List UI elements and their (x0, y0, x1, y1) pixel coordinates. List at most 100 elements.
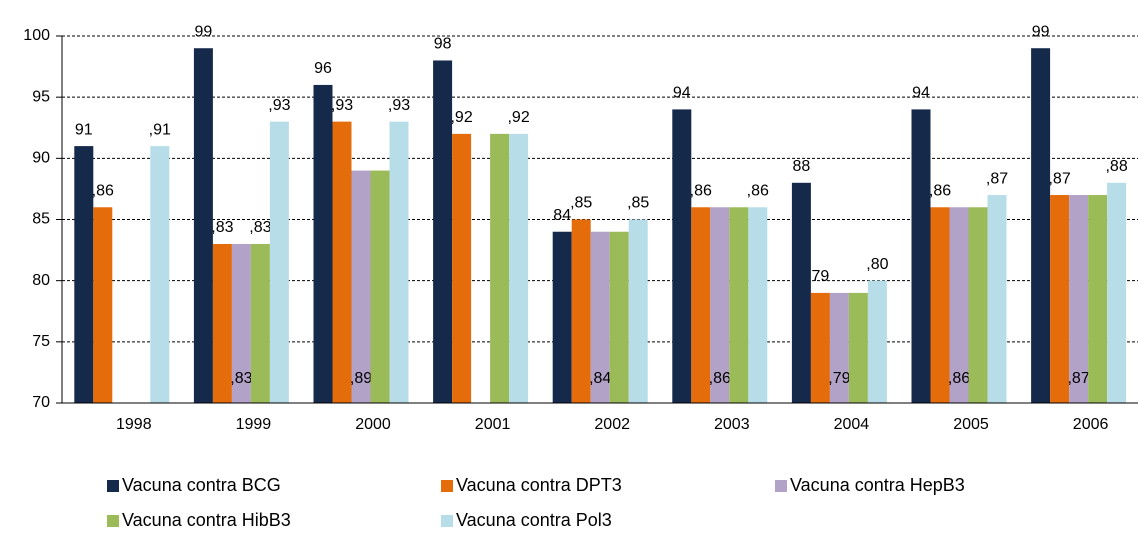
data-label: ,80 (866, 256, 888, 273)
data-label: 91 (75, 121, 93, 138)
x-tick-label: 2000 (355, 416, 391, 433)
bar (968, 207, 988, 403)
y-tick-label: 90 (32, 150, 50, 167)
data-label: ,83 (211, 219, 233, 236)
bar (1088, 195, 1108, 403)
bar (867, 280, 887, 403)
bar (791, 182, 811, 403)
y-tick-label: 80 (32, 272, 50, 289)
legend-text: Vacuna contra BCG (122, 475, 281, 495)
data-label: ,83 (249, 219, 271, 236)
legend-text: Vacuna contra DPT3 (456, 475, 622, 495)
x-tick-label: 2002 (594, 416, 630, 433)
bar (351, 170, 371, 403)
x-tick-label: 2003 (714, 416, 750, 433)
bar (212, 243, 232, 403)
data-label: ,91 (149, 121, 171, 138)
bar (389, 121, 409, 403)
bar (1050, 195, 1070, 403)
data-label: ,89 (350, 370, 372, 387)
data-label: ,86 (747, 182, 769, 199)
data-label: ,92 (507, 109, 529, 126)
data-label: ,79 (828, 370, 850, 387)
bar (987, 195, 1007, 403)
legend-text: Vacuna contra HibB3 (122, 510, 291, 530)
bar (433, 60, 453, 403)
bar (1069, 195, 1089, 403)
data-label: ,92 (450, 109, 472, 126)
bar (93, 207, 113, 403)
data-label: 88 (793, 158, 811, 175)
bar (74, 146, 94, 403)
y-tick-label: 70 (32, 394, 50, 411)
data-label: ,87 (986, 170, 1008, 187)
bar (911, 109, 931, 404)
bar (1107, 182, 1127, 403)
bar (672, 109, 692, 404)
bar (1031, 48, 1051, 403)
bar (930, 207, 950, 403)
bar (231, 243, 251, 403)
bar (571, 219, 591, 403)
data-label: ,85 (627, 195, 649, 212)
bar (313, 84, 333, 403)
bar (370, 170, 390, 403)
legend-marker (441, 480, 453, 492)
bar (691, 207, 711, 403)
data-label: ,84 (589, 370, 611, 387)
y-tick-label: 100 (23, 27, 50, 44)
bar (490, 133, 510, 403)
data-label: ,86 (92, 182, 114, 199)
bar (250, 243, 270, 403)
data-label: ,85 (570, 195, 592, 212)
data-label: 94 (912, 85, 930, 102)
legend-text: Vacuna contra HepB3 (790, 475, 965, 495)
bar (452, 133, 472, 403)
data-label: ,87 (1048, 170, 1070, 187)
data-label: ,86 (690, 182, 712, 199)
data-label: ,86 (929, 182, 951, 199)
bar (332, 121, 352, 403)
bar (729, 207, 749, 403)
x-tick-label: 1998 (116, 416, 152, 433)
data-label: 79 (812, 268, 830, 285)
bar (552, 231, 572, 403)
bar (949, 207, 969, 403)
data-label: ,86 (948, 370, 970, 387)
x-tick-label: 1999 (236, 416, 272, 433)
bar (509, 133, 529, 403)
data-label: 96 (314, 60, 332, 77)
legend-marker (107, 480, 119, 492)
y-tick-label: 95 (32, 88, 50, 105)
x-tick-label: 2004 (834, 416, 870, 433)
y-tick-label: 85 (32, 211, 50, 228)
bar (269, 121, 289, 403)
data-label: ,87 (1067, 370, 1089, 387)
legend-text: Vacuna contra Pol3 (456, 510, 612, 530)
x-tick-label: 2001 (475, 416, 511, 433)
bar (628, 219, 648, 403)
x-tick-label: 2005 (953, 416, 989, 433)
legend-marker (107, 515, 119, 527)
data-label: ,86 (709, 370, 731, 387)
legend-marker (775, 480, 787, 492)
data-label: 99 (1032, 23, 1050, 40)
bar (748, 207, 768, 403)
data-label: ,93 (388, 97, 410, 114)
data-label: ,93 (331, 97, 353, 114)
x-tick-label: 2006 (1073, 416, 1109, 433)
data-label: 98 (434, 36, 452, 53)
bar (810, 292, 830, 403)
bar (710, 207, 730, 403)
bar (193, 48, 213, 403)
bar (150, 146, 170, 403)
data-label: 84 (553, 207, 571, 224)
legend-marker (441, 515, 453, 527)
bar (590, 231, 610, 403)
data-label: ,83 (230, 370, 252, 387)
data-label: ,93 (268, 97, 290, 114)
data-label: 99 (195, 23, 213, 40)
bar (848, 292, 868, 403)
y-tick-label: 75 (32, 333, 50, 350)
